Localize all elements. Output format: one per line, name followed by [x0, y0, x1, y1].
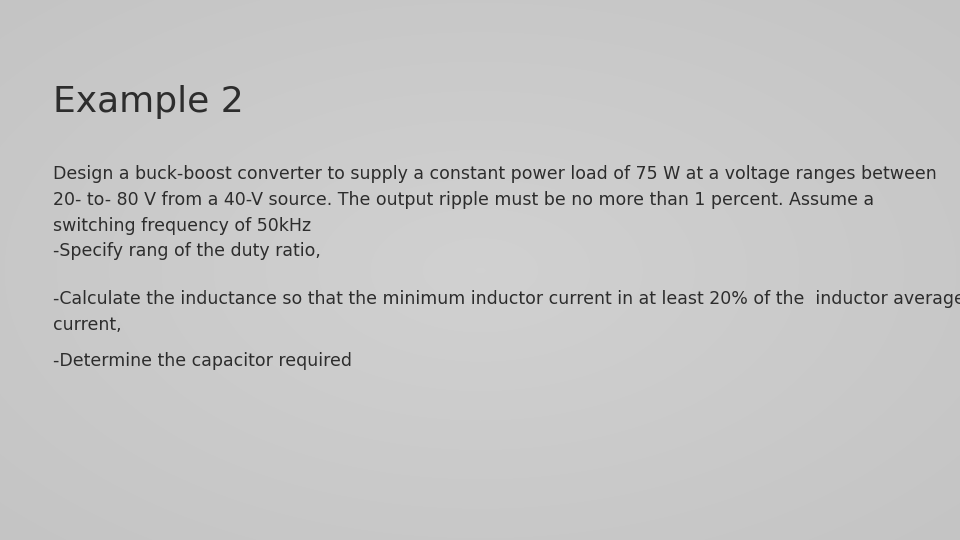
- Text: -Determine the capacitor required: -Determine the capacitor required: [53, 352, 351, 370]
- Text: Example 2: Example 2: [53, 85, 244, 119]
- Text: 20- to- 80 V from a 40-V source. The output ripple must be no more than 1 percen: 20- to- 80 V from a 40-V source. The out…: [53, 191, 874, 209]
- Text: current,: current,: [53, 316, 121, 334]
- Text: Design a buck-boost converter to supply a constant power load of 75 W at a volta: Design a buck-boost converter to supply …: [53, 165, 937, 183]
- Text: switching frequency of 50kHz: switching frequency of 50kHz: [53, 217, 311, 235]
- Text: -Specify rang of the duty ratio,: -Specify rang of the duty ratio,: [53, 242, 321, 260]
- Text: -Calculate the inductance so that the minimum inductor current in at least 20% o: -Calculate the inductance so that the mi…: [53, 290, 960, 308]
